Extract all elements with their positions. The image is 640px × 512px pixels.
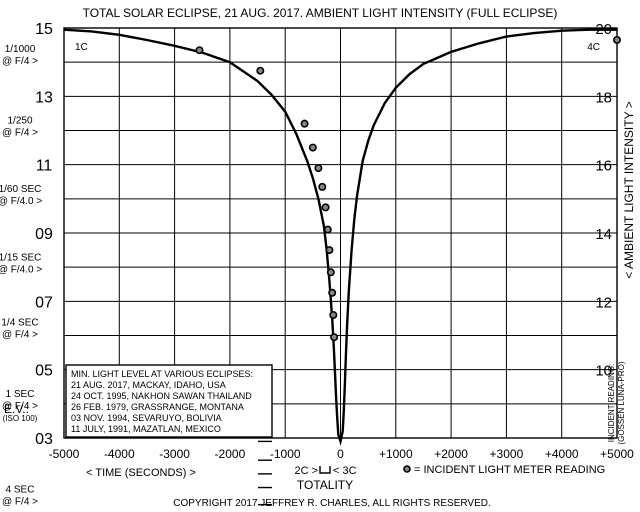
exposure-label: @ F/4 > — [2, 401, 38, 412]
left-tick-label: 09 — [35, 226, 53, 243]
copyright: COPYRIGHT 2017 JEFFREY R. CHARLES, ALL R… — [173, 498, 491, 509]
left-tick-label: 05 — [35, 363, 53, 380]
contact-marker-2c: 2C > — [294, 465, 318, 477]
right-tick-label: 18 — [595, 89, 612, 106]
reading-point — [318, 182, 327, 191]
left-axis-ticks: 15 13 11 09 07 05 03 — [35, 21, 53, 448]
right-axis-label: < AMBIENT LIGHT INTENSITY > — [622, 101, 636, 278]
contact-bracket — [319, 466, 331, 474]
x-tick-label: 0 — [337, 447, 344, 461]
exposure-label: 4 SEC — [6, 485, 35, 496]
right-tick-label: 12 — [595, 294, 612, 311]
x-tick-label: +2000 — [434, 447, 468, 461]
exposure-label: @ F/4.0 > — [0, 196, 42, 207]
exposure-label: 1/4 SEC — [1, 317, 38, 328]
exposure-label: 1/15 SEC — [0, 252, 41, 263]
legend-item-label: 21 AUG. 2017, MACKAY, IDAHO, USA — [71, 380, 226, 390]
exposure-label: (ISO 100) — [3, 414, 38, 423]
x-tick-label: -2000 — [215, 447, 246, 461]
exposure-label: 1/1000 — [5, 44, 36, 55]
left-tick-label: 07 — [35, 294, 53, 311]
legend-item-label: 24 OCT. 1995, NAKHON SAWAN THAILAND — [71, 391, 252, 401]
reading-point — [612, 35, 621, 44]
x-tick-label: +5000 — [600, 447, 634, 461]
reading-point — [321, 203, 330, 212]
x-tick-label: +1000 — [379, 447, 413, 461]
contact-label-4c: 4C — [587, 42, 600, 53]
exposure-label: @ F/4 > — [2, 56, 38, 67]
exposure-label: 1/250 — [7, 116, 32, 127]
legend-item-label: 26 FEB. 1979, GRASSRANGE, MONTANA — [71, 402, 244, 412]
exposure-label: @ F/4 > — [2, 329, 38, 340]
reading-point — [329, 310, 338, 319]
left-tick-label: 11 — [36, 158, 53, 175]
exposure-labels: 1/1000@ F/4 >1/250@ F/4 >1/60 SEC@ F/4.0… — [0, 44, 42, 508]
exposure-label: 1 SEC — [6, 389, 35, 400]
x-tick-label: +4000 — [545, 447, 579, 461]
right-axis-sublabel-1: INCIDENT READING: — [607, 364, 616, 443]
grid — [64, 28, 617, 438]
reading-point — [308, 143, 317, 152]
reading-point — [195, 46, 204, 55]
right-axis-sublabel-2: (GOSSEN LUNA-PRO) — [617, 361, 626, 444]
legend-marker-label: = INCIDENT LIGHT METER READING — [414, 464, 605, 476]
legend-box: MIN. LIGHT LEVEL AT VARIOUS ECLIPSES: 21… — [65, 364, 273, 506]
left-tick-label: 03 — [35, 431, 53, 448]
x-axis-ticks: -5000 -4000 -3000 -2000 -1000 0 +1000 +2000 +300… — [49, 447, 635, 461]
right-tick-label: 14 — [595, 226, 612, 243]
chart-title: TOTAL SOLAR ECLIPSE, 21 AUG. 2017. AMBIE… — [83, 6, 558, 20]
left-tick-label: 13 — [35, 89, 53, 106]
left-tick-label: 15 — [35, 21, 53, 38]
right-tick-label: 16 — [595, 158, 612, 175]
exposure-label: @ F/4.0 > — [0, 264, 42, 275]
ev-label: E.V.: — [4, 402, 29, 416]
legend-item-label: 03 NOV. 1994, SEVARUYO, BOLIVIA — [71, 413, 222, 423]
reading-point — [314, 164, 323, 173]
x-tick-label: +3000 — [490, 447, 524, 461]
legend-title: MIN. LIGHT LEVEL AT VARIOUS ECLIPSES: — [71, 369, 253, 379]
right-tick-label: 10 — [595, 363, 612, 380]
reading-point — [325, 246, 334, 255]
x-tick-label: -5000 — [49, 447, 80, 461]
contact-label-1c: 1C — [75, 42, 88, 53]
legend-item-label: 11 JULY, 1991, MAZATLAN, MEXICO — [71, 424, 221, 434]
exposure-label: @ F/4 > — [2, 128, 38, 139]
x-tick-label: -1000 — [270, 447, 301, 461]
reading-point — [328, 288, 337, 297]
exposure-label: @ F/4 > — [2, 497, 38, 508]
contact-marker-3c: < 3C — [333, 465, 357, 477]
reading-point — [300, 119, 309, 128]
reading-point — [326, 268, 335, 277]
light-meter-readings — [195, 35, 621, 342]
legend-marker-icon — [403, 465, 411, 473]
reading-point — [256, 66, 265, 75]
reading-point — [323, 225, 332, 234]
x-axis-label: < TIME (SECONDS) > — [86, 467, 196, 479]
reading-point — [330, 333, 339, 342]
x-tick-label: -4000 — [104, 447, 135, 461]
x-tick-label: -3000 — [159, 447, 190, 461]
x-axis-center-label: TOTALITY — [297, 478, 353, 492]
light-intensity-curve — [63, 28, 617, 447]
exposure-label: 1/60 SEC — [0, 184, 41, 195]
